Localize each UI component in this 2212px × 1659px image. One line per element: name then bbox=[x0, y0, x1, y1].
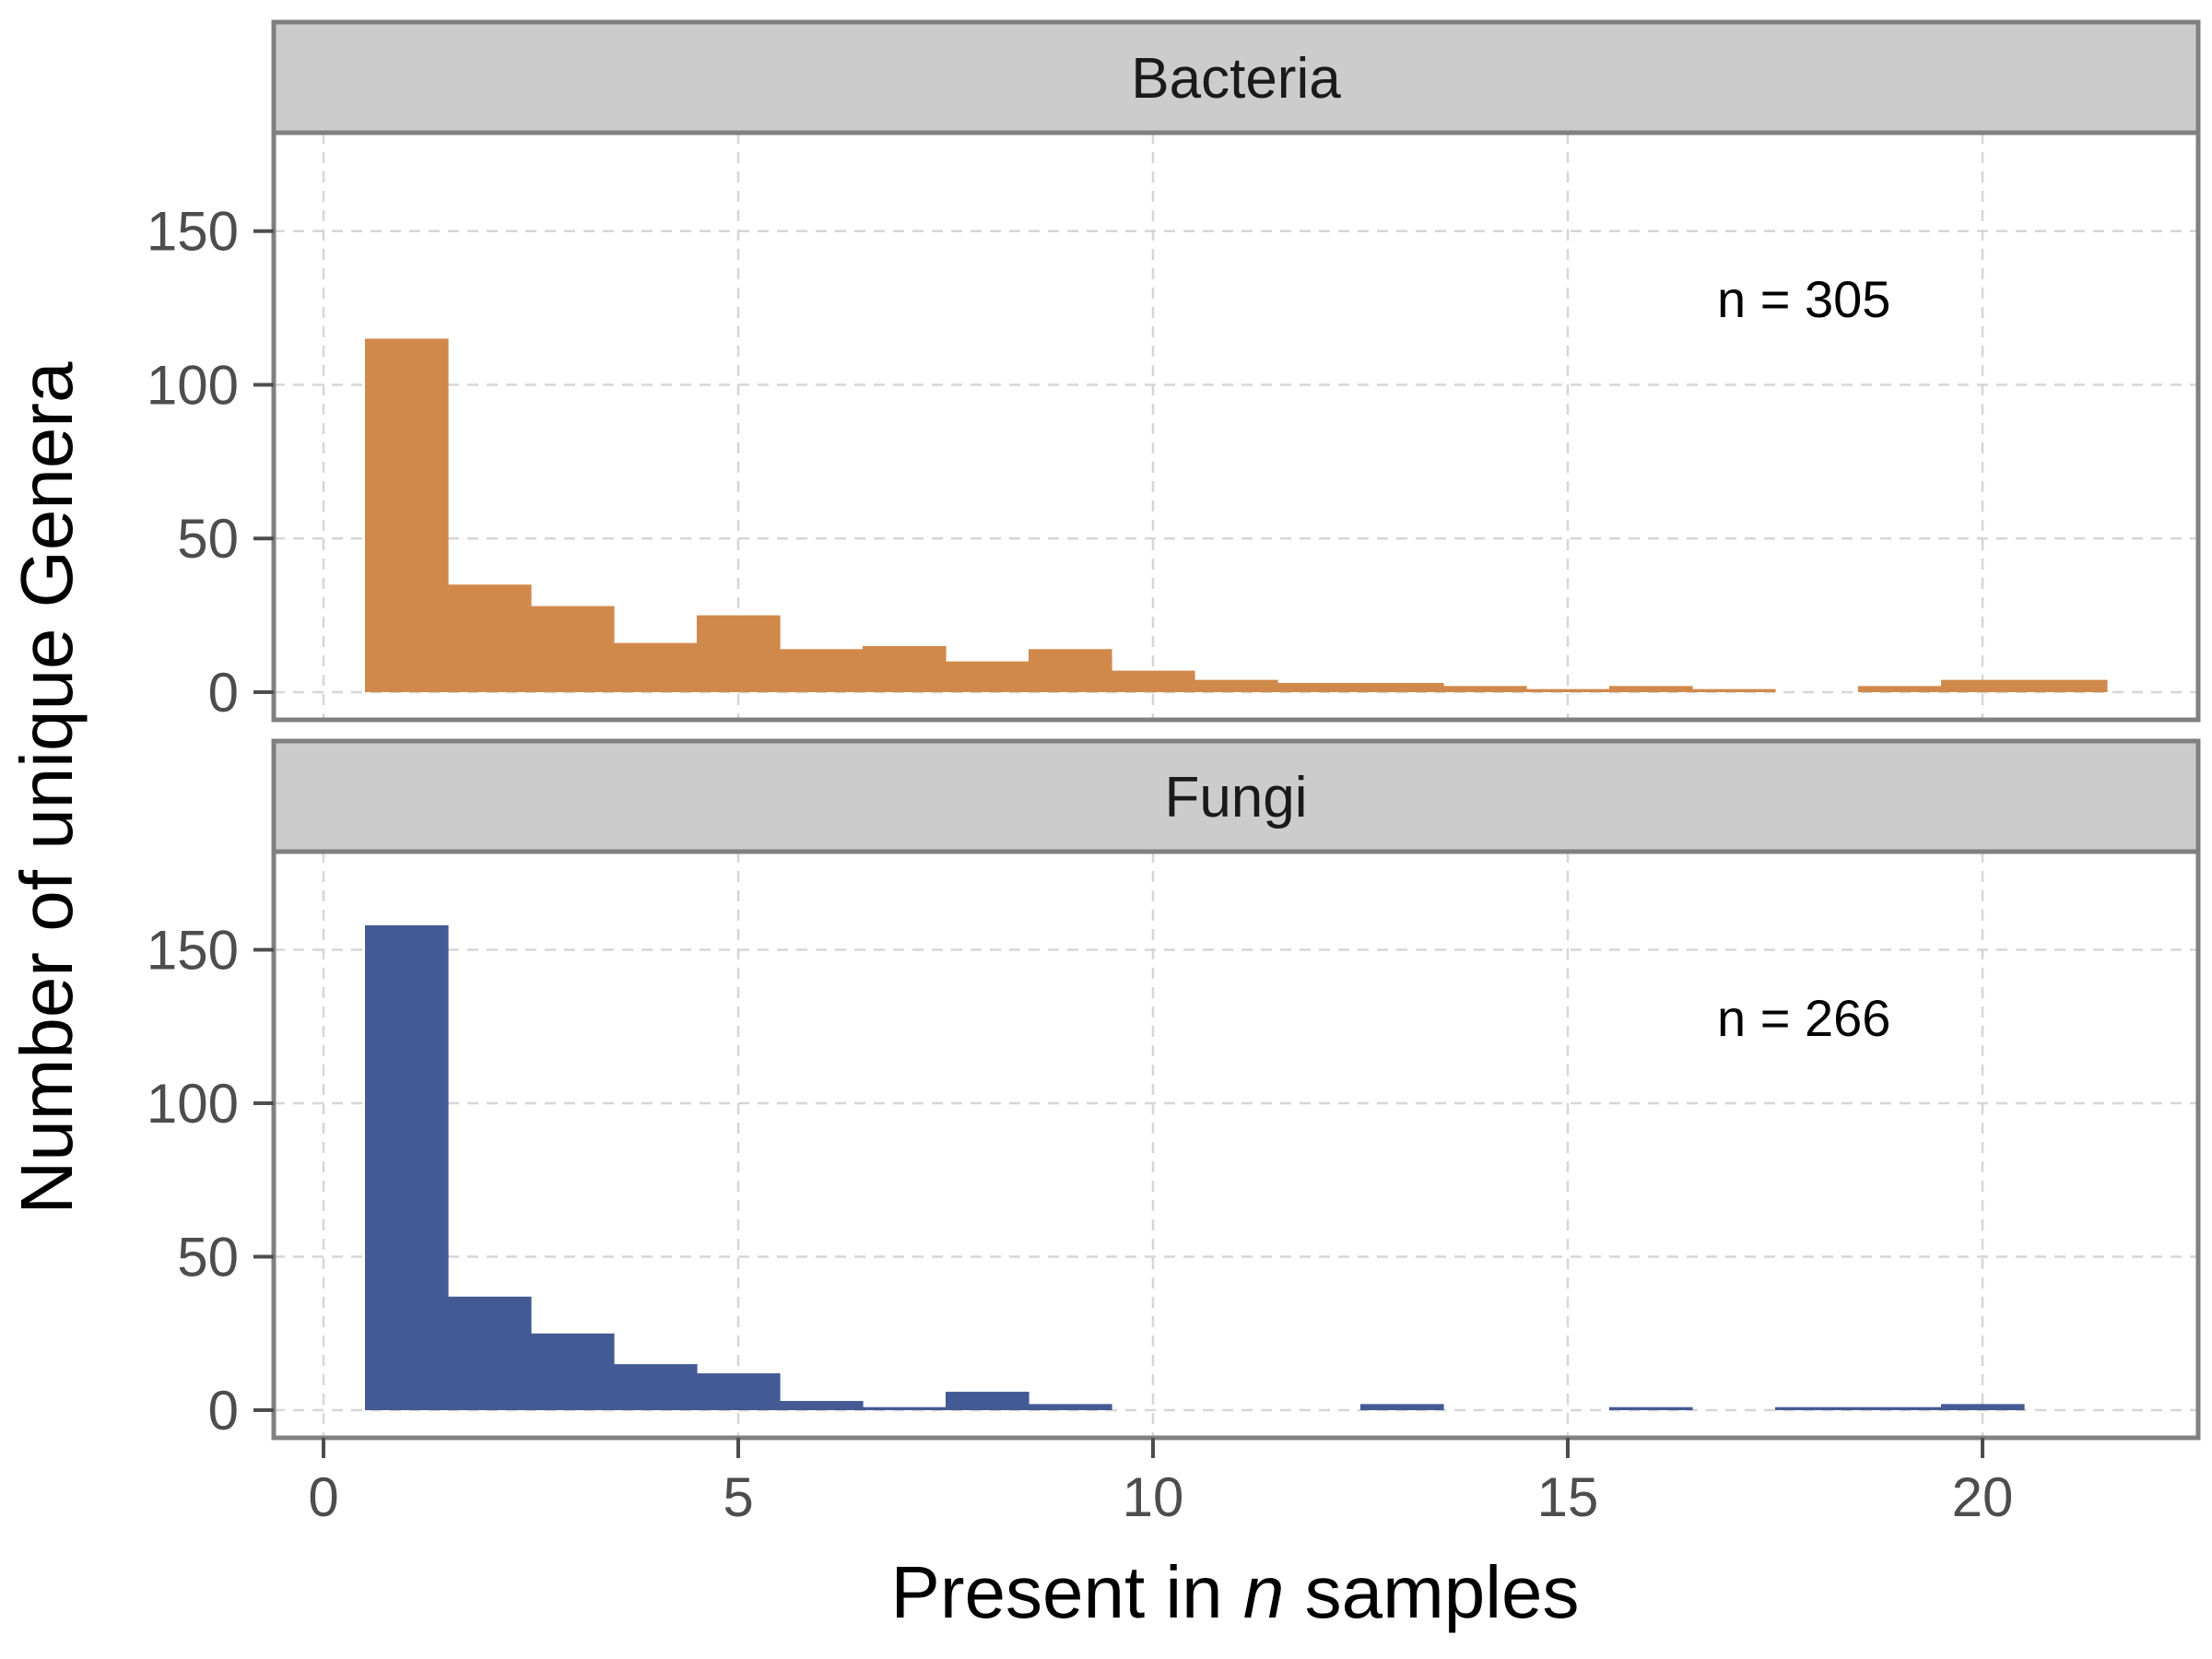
bar-fungi bbox=[1609, 1406, 1693, 1411]
bar-fungi bbox=[697, 1373, 781, 1411]
x-tick-label: 5 bbox=[723, 1466, 753, 1528]
facet-panels: n = 305 Bacteria 0 50 100 150 n = 266 Fungi 0 50 1… bbox=[147, 19, 2201, 1441]
y-tick-label: 150 bbox=[147, 201, 239, 263]
bar-fungi bbox=[780, 1401, 864, 1411]
bar-bacteria bbox=[1443, 686, 1527, 692]
bar-fungi bbox=[1941, 1404, 2025, 1411]
bar-fungi bbox=[365, 924, 449, 1411]
bar-bacteria bbox=[614, 642, 698, 692]
bar-bacteria bbox=[365, 338, 449, 692]
bar-bacteria bbox=[1526, 688, 1610, 692]
facet-strip bbox=[271, 19, 2201, 135]
bar-fungi bbox=[1029, 1404, 1112, 1411]
y-tick-label: 0 bbox=[208, 1380, 239, 1441]
bar-fungi bbox=[1775, 1406, 1859, 1411]
x-axis-title-suffix: samples bbox=[1284, 1551, 1579, 1633]
bar-bacteria bbox=[1941, 679, 2025, 692]
facet-strip-label: Fungi bbox=[1164, 766, 1307, 830]
bar-bacteria bbox=[1858, 686, 1942, 692]
bar-bacteria bbox=[1029, 649, 1112, 692]
bar-bacteria bbox=[448, 584, 532, 692]
x-axis: 0 5 10 15 20 bbox=[308, 1438, 2013, 1528]
y-tick-label: 150 bbox=[147, 920, 239, 982]
bar-bacteria bbox=[2024, 679, 2108, 692]
bar-bacteria bbox=[697, 615, 781, 692]
panel-bacteria: n = 305 Bacteria 0 50 100 150 bbox=[147, 19, 2201, 724]
y-tick-label: 100 bbox=[147, 1073, 239, 1135]
x-tick-label: 15 bbox=[1537, 1466, 1599, 1528]
y-tick-label: 50 bbox=[177, 1227, 239, 1288]
bar-bacteria bbox=[1194, 679, 1278, 692]
facet-strip-label: Bacteria bbox=[1131, 47, 1341, 111]
bar-fungi bbox=[531, 1333, 615, 1411]
annotation-fungi: n = 266 bbox=[1717, 989, 1890, 1047]
panel-fungi: n = 266 Fungi 0 50 100 150 bbox=[147, 738, 2201, 1441]
bar-bacteria bbox=[946, 661, 1030, 692]
y-tick-label: 50 bbox=[177, 508, 239, 570]
bar-bacteria bbox=[1360, 682, 1444, 692]
x-tick-label: 20 bbox=[1952, 1466, 2014, 1528]
x-axis-title-italic: n bbox=[1243, 1551, 1285, 1633]
bar-bacteria bbox=[1277, 682, 1361, 692]
y-tick-label: 100 bbox=[147, 354, 239, 416]
bar-bacteria bbox=[531, 606, 615, 692]
annotation-bacteria: n = 305 bbox=[1717, 270, 1890, 328]
x-axis-title-prefix: Present in bbox=[890, 1551, 1242, 1633]
bar-fungi bbox=[1858, 1406, 1942, 1411]
bar-bacteria bbox=[863, 645, 947, 692]
y-axis-title: Number of unique Genera bbox=[6, 361, 88, 1215]
x-tick-label: 0 bbox=[308, 1466, 338, 1528]
bar-fungi bbox=[946, 1392, 1030, 1411]
x-axis-title: Present in n samples bbox=[890, 1551, 1579, 1633]
bar-bacteria bbox=[1609, 686, 1693, 692]
facet-strip bbox=[271, 738, 2201, 854]
bar-fungi bbox=[1360, 1404, 1444, 1411]
bar-bacteria bbox=[1112, 670, 1195, 692]
bar-bacteria bbox=[780, 649, 864, 692]
bar-fungi bbox=[448, 1296, 532, 1411]
y-tick-label: 0 bbox=[208, 662, 239, 724]
bar-bacteria bbox=[1692, 688, 1776, 692]
bar-fungi bbox=[614, 1364, 698, 1411]
x-tick-label: 10 bbox=[1123, 1466, 1184, 1528]
bar-fungi bbox=[863, 1406, 947, 1411]
